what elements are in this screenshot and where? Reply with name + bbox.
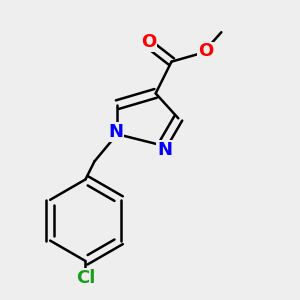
Text: N: N [157,141,172,159]
Text: O: O [141,33,157,51]
Text: Cl: Cl [76,269,95,287]
Text: O: O [198,43,213,61]
Text: N: N [109,123,124,141]
